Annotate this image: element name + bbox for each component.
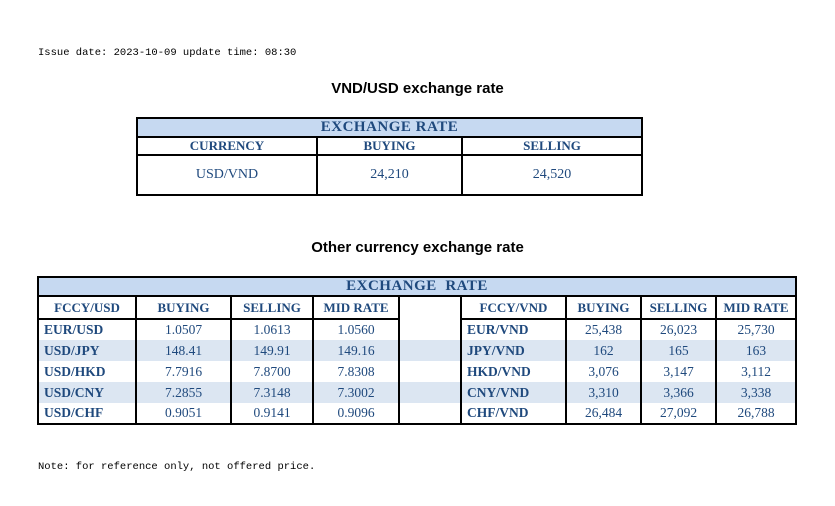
col-header-midrate-right: MID RATE xyxy=(714,295,798,320)
gap-cell xyxy=(398,382,462,403)
table-row: USD/VND 24,210 24,520 xyxy=(136,154,643,196)
cell-currency: USD/VND xyxy=(136,154,318,196)
cell-buying: 162 xyxy=(565,340,642,361)
table-row: USD/HKD 7.7916 7.8700 7.8308 HKD/VND 3,0… xyxy=(37,361,798,382)
cell-pair: USD/CHF xyxy=(37,403,137,424)
cell-midrate: 25,730 xyxy=(714,319,798,340)
cell-buying: 1.0507 xyxy=(135,319,232,340)
cell-buying: 7.2855 xyxy=(135,382,232,403)
cell-selling: 165 xyxy=(640,340,717,361)
table-band-label: EXCHANGE RATE xyxy=(36,276,798,297)
cell-selling: 3,366 xyxy=(640,382,717,403)
cell-midrate: 3,338 xyxy=(714,382,798,403)
other-table-title: Other currency exchange rate xyxy=(311,239,524,256)
cell-selling: 3,147 xyxy=(640,361,717,382)
cell-midrate: 0.9096 xyxy=(312,403,400,424)
cell-selling: 26,023 xyxy=(640,319,717,340)
table-row: EUR/USD 1.0507 1.0613 1.0560 EUR/VND 25,… xyxy=(37,319,798,340)
col-header-currency: CURRENCY xyxy=(136,136,318,156)
cell-midrate: 163 xyxy=(714,340,798,361)
cell-buying: 24,210 xyxy=(316,154,463,196)
cell-midrate: 26,788 xyxy=(714,403,798,424)
col-header-buying: BUYING xyxy=(316,136,463,156)
cell-pair: HKD/VND xyxy=(460,361,567,382)
col-header-buying-right: BUYING xyxy=(565,295,642,320)
cell-pair: USD/JPY xyxy=(37,340,137,361)
cell-pair: CHF/VND xyxy=(460,403,567,424)
table-row: USD/CHF 0.9051 0.9141 0.9096 CHF/VND 26,… xyxy=(37,403,798,424)
cell-buying: 3,076 xyxy=(565,361,642,382)
cell-midrate: 149.16 xyxy=(312,340,400,361)
cell-pair: EUR/USD xyxy=(37,319,137,340)
col-header-midrate-left: MID RATE xyxy=(312,295,400,320)
col-header-buying-left: BUYING xyxy=(135,295,232,320)
cell-selling: 7.3148 xyxy=(230,382,314,403)
cell-buying: 26,484 xyxy=(565,403,642,424)
cell-buying: 148.41 xyxy=(135,340,232,361)
gap-cell xyxy=(398,403,462,424)
usd-table-title: VND/USD exchange rate xyxy=(331,80,504,97)
note-line: Note: for reference only, not offered pr… xyxy=(38,461,316,473)
cell-selling: 27,092 xyxy=(640,403,717,424)
usd-vnd-rate-table: EXCHANGE RATE CURRENCY BUYING SELLING US… xyxy=(136,117,643,196)
cell-selling: 0.9141 xyxy=(230,403,314,424)
issue-date-line: Issue date: 2023-10-09 update time: 08:3… xyxy=(38,47,297,59)
col-header-selling-right: SELLING xyxy=(640,295,717,320)
cell-pair: USD/CNY xyxy=(37,382,137,403)
cell-buying: 3,310 xyxy=(565,382,642,403)
cell-pair: EUR/VND xyxy=(460,319,567,340)
col-header-selling-left: SELLING xyxy=(230,295,314,320)
table-band-row: EXCHANGE RATE xyxy=(136,117,643,138)
gap-cell xyxy=(398,295,462,319)
col-header-selling: SELLING xyxy=(461,136,643,156)
table-header-row: CURRENCY BUYING SELLING xyxy=(136,136,643,156)
table-band-row: EXCHANGE RATE xyxy=(36,276,798,297)
col-header-fccy-vnd: FCCY/VND xyxy=(460,295,567,320)
cell-buying: 0.9051 xyxy=(135,403,232,424)
cell-pair: JPY/VND xyxy=(460,340,567,361)
cell-midrate: 7.8308 xyxy=(312,361,400,382)
gap-cell xyxy=(398,340,462,361)
gap-cell xyxy=(398,361,462,382)
gap-cell xyxy=(398,319,462,340)
cell-selling: 24,520 xyxy=(461,154,643,196)
table-header-row: FCCY/USD BUYING SELLING MID RATE FCCY/VN… xyxy=(37,295,798,320)
cell-buying: 7.7916 xyxy=(135,361,232,382)
cell-selling: 149.91 xyxy=(230,340,314,361)
table-band-label: EXCHANGE RATE xyxy=(136,117,643,138)
cell-midrate: 1.0560 xyxy=(312,319,400,340)
col-header-fccy-usd: FCCY/USD xyxy=(37,295,137,320)
table-row: USD/CNY 7.2855 7.3148 7.3002 CNY/VND 3,3… xyxy=(37,382,798,403)
other-currency-rate-table: EXCHANGE RATE FCCY/USD BUYING SELLING MI… xyxy=(36,276,798,425)
table-row: USD/JPY 148.41 149.91 149.16 JPY/VND 162… xyxy=(37,340,798,361)
cell-selling: 7.8700 xyxy=(230,361,314,382)
cell-buying: 25,438 xyxy=(565,319,642,340)
cell-midrate: 7.3002 xyxy=(312,382,400,403)
cell-midrate: 3,112 xyxy=(714,361,798,382)
cell-pair: USD/HKD xyxy=(37,361,137,382)
cell-selling: 1.0613 xyxy=(230,319,314,340)
cell-pair: CNY/VND xyxy=(460,382,567,403)
